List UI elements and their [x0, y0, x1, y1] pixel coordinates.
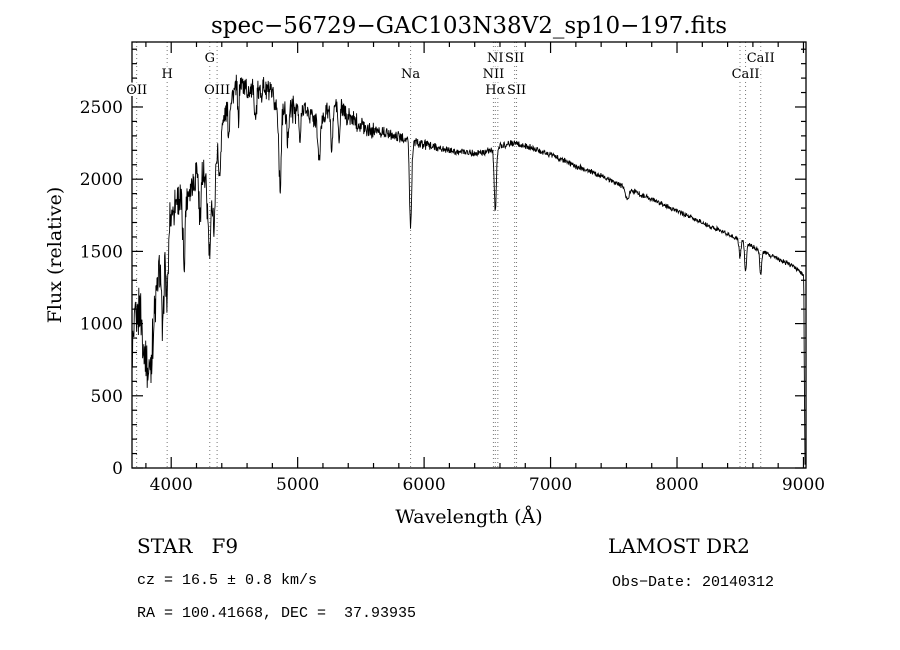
svg-text:OII: OII	[126, 83, 147, 98]
plot-title: spec−56729−GAC103N38V2_sp10−197.fits	[210, 13, 727, 39]
y-axis-label: Flux (relative)	[44, 186, 66, 324]
svg-text:2000: 2000	[80, 170, 123, 190]
svg-text:500: 500	[91, 387, 123, 407]
svg-text:8000: 8000	[655, 475, 698, 495]
svg-text:1500: 1500	[80, 242, 123, 262]
svg-text:H: H	[161, 67, 172, 82]
obs-date-text: Obs−Date: 20140312	[612, 574, 775, 591]
svg-text:Na: Na	[401, 67, 420, 82]
svg-text:Hα: Hα	[485, 83, 505, 98]
svg-text:NII: NII	[483, 67, 505, 82]
svg-text:SII: SII	[505, 51, 524, 66]
svg-text:G: G	[205, 51, 215, 66]
svg-text:5000: 5000	[276, 475, 319, 495]
survey-text: LAMOST DR2	[608, 534, 750, 558]
cz-text: cz = 16.5 ± 0.8 km/s	[137, 572, 318, 589]
svg-text:9000: 9000	[782, 475, 825, 495]
svg-text:CaII: CaII	[747, 51, 775, 66]
svg-text:NII: NII	[487, 51, 509, 66]
svg-text:0: 0	[112, 459, 123, 479]
svg-text:4000: 4000	[150, 475, 193, 495]
classification-text: STAR F9	[137, 534, 239, 558]
svg-text:OIII: OIII	[204, 83, 230, 98]
ra-dec-text: RA = 100.41668, DEC = 37.93935	[137, 605, 417, 622]
svg-text:2500: 2500	[80, 98, 123, 118]
svg-text:6000: 6000	[402, 475, 445, 495]
svg-text:7000: 7000	[529, 475, 572, 495]
svg-text:SII: SII	[507, 83, 526, 98]
x-axis-label: Wavelength (Å)	[395, 506, 543, 528]
svg-text:1000: 1000	[80, 315, 123, 335]
svg-text:CaII: CaII	[732, 67, 760, 82]
